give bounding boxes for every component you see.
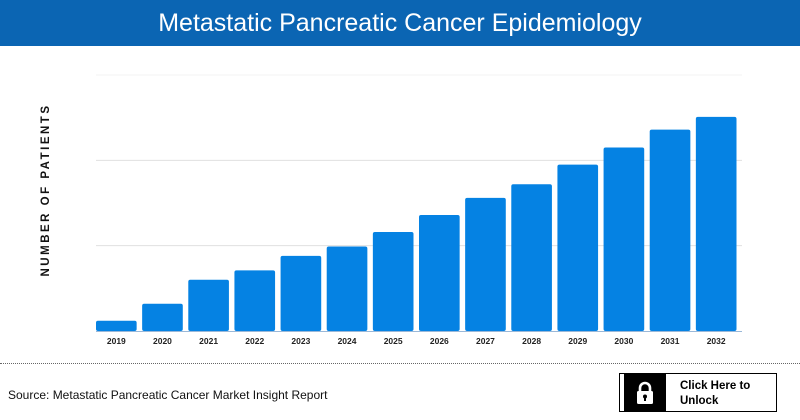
chart-title: Metastatic Pancreatic Cancer Epidemiolog…	[158, 8, 642, 37]
bar-2031	[649, 129, 691, 331]
x-tick-label: 2028	[522, 336, 541, 346]
bar-2028	[511, 184, 552, 331]
bar-2025	[372, 232, 414, 331]
bar-2021	[188, 279, 229, 331]
bar-2020	[142, 303, 183, 331]
chart-title-banner: Metastatic Pancreatic Cancer Epidemiolog…	[0, 0, 800, 46]
bar-2019	[96, 320, 137, 331]
x-tick-label: 2031	[661, 336, 680, 346]
unlock-button[interactable]: Click Here to Unlock	[619, 373, 777, 412]
x-tick-label: 2020	[153, 336, 172, 346]
bar-2027	[465, 197, 506, 331]
lock-icon	[624, 374, 666, 411]
source-text: Source: Metastatic Pancreatic Cancer Mar…	[8, 388, 328, 402]
bar-2023	[280, 255, 322, 331]
bar-2032	[695, 116, 737, 332]
bar-2024	[326, 246, 368, 331]
x-tick-label: 2027	[476, 336, 495, 346]
x-tick-label: 2029	[568, 336, 587, 346]
bar-2030	[603, 147, 645, 331]
x-tick-label: 2032	[707, 336, 726, 346]
x-tick-label: 2019	[107, 336, 126, 346]
x-tick-label: 2023	[291, 336, 310, 346]
x-tick-label: 2026	[430, 336, 449, 346]
bar-2022	[234, 270, 276, 331]
x-tick-label: 2021	[199, 336, 218, 346]
x-tick-label: 2022	[245, 336, 264, 346]
x-tick-label: 2024	[338, 336, 357, 346]
divider	[0, 363, 800, 364]
bar-chart: 2019 2020 2021 2022 2023 2024 2025 2026 2027 2028…	[96, 74, 742, 346]
x-tick-label: 2030	[614, 336, 633, 346]
unlock-label: Click Here to Unlock	[680, 380, 751, 407]
bar-2029	[557, 164, 599, 331]
x-tick-label: 2025	[384, 336, 403, 346]
bar-2026	[419, 214, 460, 331]
